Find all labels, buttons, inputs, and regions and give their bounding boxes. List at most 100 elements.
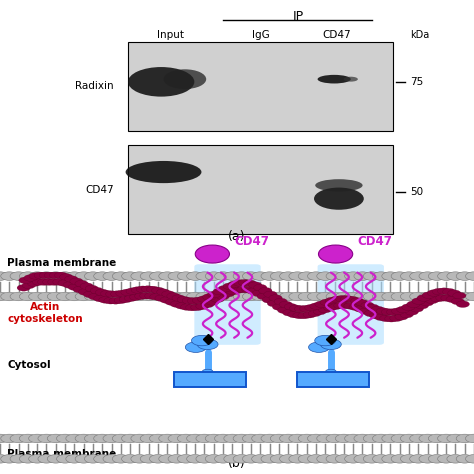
Text: CD47: CD47: [85, 185, 114, 195]
Ellipse shape: [344, 77, 358, 82]
Circle shape: [326, 272, 343, 280]
Circle shape: [38, 434, 55, 443]
Circle shape: [345, 455, 362, 463]
Circle shape: [65, 276, 78, 283]
Circle shape: [335, 295, 348, 302]
Circle shape: [359, 308, 373, 314]
Circle shape: [465, 292, 474, 301]
Circle shape: [391, 272, 408, 280]
Circle shape: [319, 306, 332, 313]
Circle shape: [313, 308, 327, 315]
Circle shape: [298, 312, 311, 319]
Circle shape: [159, 292, 176, 301]
Circle shape: [75, 434, 92, 443]
Circle shape: [196, 434, 213, 443]
Circle shape: [149, 292, 166, 301]
Circle shape: [84, 272, 101, 280]
Circle shape: [310, 303, 323, 310]
Text: Plasma membrane: Plasma membrane: [7, 449, 116, 459]
Circle shape: [131, 287, 145, 293]
Circle shape: [436, 294, 449, 301]
Circle shape: [103, 455, 120, 463]
Circle shape: [22, 282, 36, 289]
Circle shape: [197, 339, 218, 350]
Circle shape: [244, 280, 257, 287]
Circle shape: [37, 279, 51, 285]
Circle shape: [116, 290, 129, 297]
Circle shape: [136, 286, 149, 292]
Circle shape: [66, 455, 83, 463]
Circle shape: [141, 286, 155, 292]
Circle shape: [39, 272, 53, 279]
Circle shape: [168, 272, 185, 280]
Circle shape: [344, 302, 357, 309]
Circle shape: [280, 272, 297, 280]
Circle shape: [49, 272, 63, 279]
Ellipse shape: [126, 161, 201, 183]
Circle shape: [303, 311, 316, 318]
Circle shape: [252, 455, 269, 463]
Circle shape: [66, 272, 83, 280]
Circle shape: [427, 290, 440, 296]
Circle shape: [223, 283, 236, 290]
Circle shape: [438, 455, 455, 463]
Circle shape: [320, 299, 333, 306]
Circle shape: [252, 272, 269, 280]
Circle shape: [156, 289, 170, 295]
FancyBboxPatch shape: [297, 372, 370, 387]
Circle shape: [187, 298, 201, 304]
Circle shape: [185, 342, 206, 353]
Circle shape: [315, 301, 328, 308]
Circle shape: [231, 287, 245, 293]
Circle shape: [345, 434, 362, 443]
Circle shape: [17, 284, 30, 291]
Circle shape: [175, 302, 189, 309]
Circle shape: [373, 434, 390, 443]
Circle shape: [317, 292, 334, 301]
Circle shape: [317, 434, 334, 443]
Circle shape: [208, 291, 221, 298]
Circle shape: [438, 272, 455, 280]
Circle shape: [47, 292, 64, 301]
Circle shape: [206, 299, 219, 305]
Circle shape: [288, 311, 301, 318]
Circle shape: [382, 272, 399, 280]
Circle shape: [177, 455, 194, 463]
Circle shape: [289, 455, 306, 463]
Circle shape: [140, 292, 153, 299]
Circle shape: [56, 292, 73, 301]
Circle shape: [159, 455, 176, 463]
Circle shape: [308, 272, 325, 280]
Circle shape: [94, 434, 111, 443]
Circle shape: [215, 292, 232, 301]
Circle shape: [453, 292, 466, 299]
Circle shape: [294, 306, 308, 312]
Circle shape: [100, 290, 114, 297]
Circle shape: [401, 292, 418, 301]
Circle shape: [122, 272, 139, 280]
Circle shape: [363, 434, 380, 443]
Circle shape: [247, 288, 260, 294]
Circle shape: [215, 455, 232, 463]
Circle shape: [280, 434, 297, 443]
Circle shape: [224, 455, 241, 463]
Circle shape: [432, 288, 446, 295]
Circle shape: [369, 312, 383, 319]
Circle shape: [447, 455, 464, 463]
Circle shape: [202, 294, 216, 301]
Circle shape: [419, 434, 436, 443]
Circle shape: [84, 455, 101, 463]
Circle shape: [55, 272, 68, 279]
Circle shape: [273, 304, 286, 310]
Circle shape: [374, 314, 388, 320]
Circle shape: [196, 303, 209, 310]
Circle shape: [140, 272, 157, 280]
Circle shape: [456, 292, 473, 301]
Circle shape: [446, 296, 459, 302]
Circle shape: [428, 434, 446, 443]
Circle shape: [317, 272, 334, 280]
Text: kDa: kDa: [410, 29, 429, 39]
Circle shape: [402, 304, 415, 310]
Circle shape: [262, 296, 275, 303]
Circle shape: [261, 292, 278, 301]
